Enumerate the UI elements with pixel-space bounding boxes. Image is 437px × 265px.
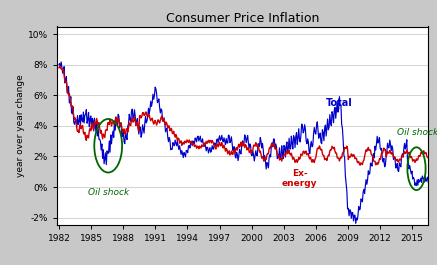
Y-axis label: year over year change: year over year change (16, 74, 25, 177)
Title: Consumer Price Inflation: Consumer Price Inflation (166, 12, 319, 25)
Text: Ex-
energy: Ex- energy (282, 169, 318, 188)
Text: Oil shock: Oil shock (397, 128, 437, 137)
Text: Oil shock: Oil shock (87, 188, 129, 197)
Text: Total: Total (326, 98, 353, 108)
